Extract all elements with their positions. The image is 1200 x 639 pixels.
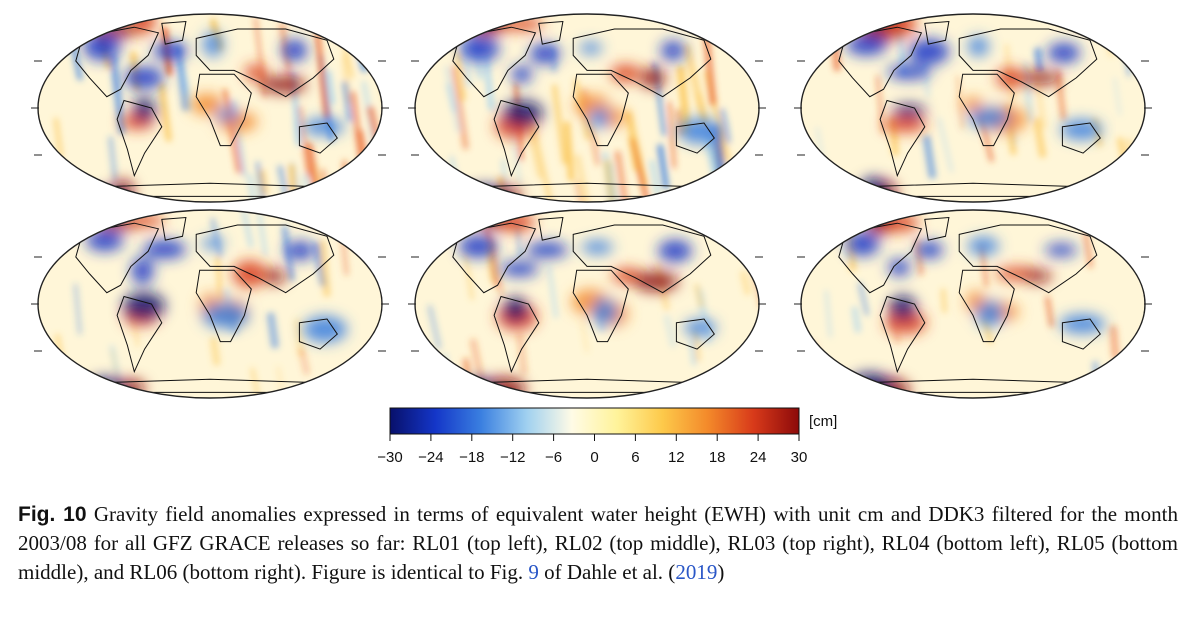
colorbar-tick-label: −24 xyxy=(418,449,443,466)
caption-citation-link[interactable]: 2019 xyxy=(675,560,718,584)
caption-figure-label: Fig. 10 xyxy=(18,503,87,526)
colorbar-tick-label: −6 xyxy=(545,449,562,466)
colorbar-tick-label: 12 xyxy=(668,449,685,466)
colorbar-tick-label: 6 xyxy=(631,449,639,466)
stripe-noise xyxy=(425,17,759,202)
coastlines xyxy=(452,216,715,393)
caption-text-3: ) xyxy=(717,560,725,584)
caption-text-1: Gravity field anomalies expressed in ter… xyxy=(18,502,1178,584)
map-panel-rl02 xyxy=(408,13,766,203)
caption-figure-link[interactable]: 9 xyxy=(528,560,539,584)
map-panel-rl04 xyxy=(31,209,389,399)
caption-text-2: of Dahle et al. ( xyxy=(538,560,676,584)
colorbar-tick-label: 24 xyxy=(750,449,767,466)
map-panel-rl03 xyxy=(794,13,1152,203)
map-panel-rl06 xyxy=(794,209,1152,399)
colorbar: −30 −24 −18 −12 −6 0 6 12 18 24 30 [cm] xyxy=(377,407,837,466)
colorbar-tick-label: −18 xyxy=(459,449,484,466)
colorbar-tick-label: 30 xyxy=(791,449,808,466)
colorbar-tick-label: −12 xyxy=(500,449,525,466)
figure-caption: Fig. 10 Gravity field anomalies expresse… xyxy=(18,500,1178,587)
figure-panels: −30 −24 −18 −12 −6 0 6 12 18 24 30 [cm] xyxy=(31,13,1152,466)
colorbar-gradient xyxy=(389,407,800,435)
colorbar-tick-label: 18 xyxy=(709,449,726,466)
map-panel-rl05 xyxy=(408,209,766,399)
colorbar-tick-label: −30 xyxy=(377,449,402,466)
colorbar-tick-label: 0 xyxy=(590,449,598,466)
colorbar-unit: [cm] xyxy=(809,413,837,430)
